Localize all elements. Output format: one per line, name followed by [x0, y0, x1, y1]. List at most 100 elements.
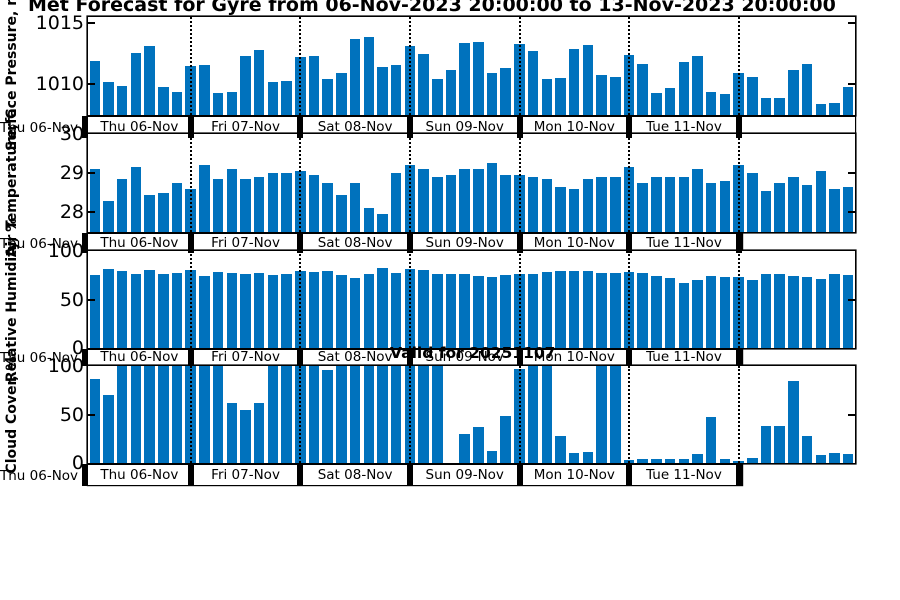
bar [555, 435, 566, 463]
bar [308, 56, 320, 115]
day-label: Thu 06-Nov [100, 350, 179, 365]
bar [459, 169, 470, 232]
y-tick-label: 100 [47, 240, 84, 262]
bar [363, 36, 375, 115]
bar [240, 179, 251, 232]
bar [582, 179, 594, 232]
bar [678, 177, 690, 232]
bar [89, 378, 101, 463]
bar [774, 274, 785, 348]
bar [267, 275, 279, 348]
bar [253, 177, 265, 232]
bar [815, 455, 826, 463]
bar [678, 459, 690, 463]
bar [445, 175, 457, 232]
bar [432, 366, 443, 463]
bar [322, 79, 333, 115]
day-label: Mon 10-Nov [533, 235, 615, 251]
band-separator [406, 464, 413, 486]
bar [158, 366, 169, 463]
bar [459, 433, 470, 463]
bar [432, 274, 443, 348]
day-label: Sun 09-Nov [425, 350, 504, 365]
bar [596, 74, 607, 115]
bar [267, 173, 279, 232]
bar [144, 194, 155, 232]
bar [760, 97, 772, 115]
bar [500, 68, 511, 115]
bar [281, 80, 292, 115]
band-separator [297, 233, 304, 253]
bar [336, 275, 347, 348]
bar [486, 73, 498, 115]
y-tick-mark [88, 22, 95, 25]
bar [801, 435, 813, 463]
bar [158, 192, 169, 232]
bar [158, 274, 169, 348]
day-label-band: Thu 06-Nov Fri 07-Nov Sat 08-Nov Sun 09-Nov… [88, 117, 855, 137]
bar [144, 46, 155, 115]
day-label: Fri 07-Nov [211, 119, 280, 135]
bar [473, 41, 484, 115]
band-separator [626, 464, 633, 486]
y-tick-label: 100 [47, 355, 84, 377]
band-separator [82, 116, 88, 138]
band-separator [406, 233, 413, 253]
band-separator [406, 349, 413, 366]
bar [253, 273, 265, 348]
band-separator [187, 233, 194, 253]
bar [747, 458, 758, 463]
bar [692, 280, 703, 348]
bar [719, 94, 731, 115]
day-boundary-line [189, 134, 192, 232]
bar [568, 271, 580, 348]
bar [212, 366, 224, 463]
bar [760, 426, 772, 463]
day-boundary-line [408, 366, 411, 463]
band-separator [82, 349, 88, 366]
day-boundary-line [518, 366, 521, 463]
bar [555, 78, 566, 115]
bar [349, 366, 361, 463]
band-separator [297, 349, 304, 366]
day-boundary-line [299, 17, 302, 115]
y-tick-label: 0 [71, 337, 84, 359]
bar [705, 183, 717, 232]
band-separator [406, 116, 413, 138]
bar [363, 274, 375, 348]
band-separator [516, 116, 523, 138]
bar [610, 273, 621, 348]
bar [336, 366, 347, 463]
bar [527, 177, 539, 232]
bar [363, 366, 375, 463]
bar [801, 184, 813, 232]
bar [116, 271, 128, 348]
bar [705, 276, 717, 348]
day-boundary-line [737, 251, 740, 348]
y-tick-label: 30 [59, 123, 84, 145]
bar [377, 268, 388, 348]
bar [596, 177, 607, 232]
x-first-tick-label: Thu 06-Nov [0, 235, 79, 252]
bar [815, 279, 826, 348]
day-label: Mon 10-Nov [533, 467, 615, 483]
y-tick-mark [88, 172, 95, 175]
bar [829, 102, 840, 115]
day-boundary-line [518, 251, 521, 348]
bar [815, 103, 826, 115]
band-separator [626, 349, 633, 366]
bar [486, 277, 498, 348]
valid-date-annotation: Valid for 20251107 [390, 344, 556, 362]
day-label: Tue 11-Nov [646, 119, 722, 135]
bar [199, 64, 210, 115]
figure-title: Met Forecast for Gyre from 06-Nov-2023 2… [28, 0, 836, 16]
bar [692, 56, 703, 115]
bar [130, 167, 142, 232]
y-tick-mark [848, 413, 855, 416]
bar [322, 369, 333, 463]
bar [199, 276, 210, 348]
x-first-tick-label: Thu 06-Nov [0, 119, 79, 136]
bar [651, 459, 662, 463]
band-separator [187, 349, 194, 366]
bar [829, 453, 840, 463]
